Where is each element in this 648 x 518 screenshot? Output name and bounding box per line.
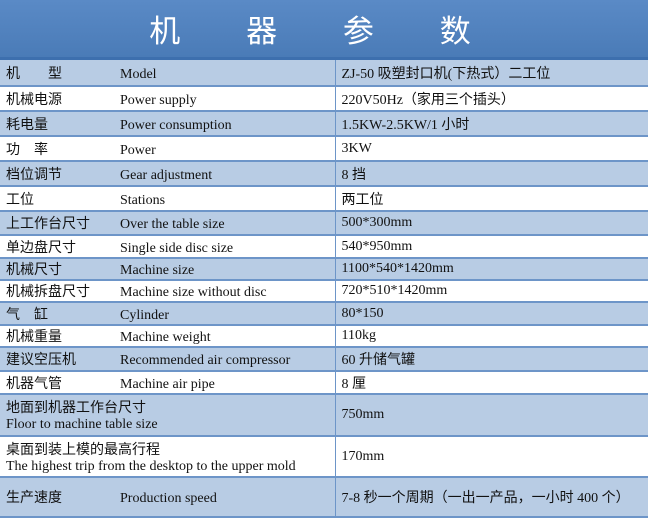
param-value: 750mm xyxy=(334,394,648,437)
param-label-cell: 工位 Stations xyxy=(0,186,335,212)
param-name-en: Power consumption xyxy=(120,117,232,133)
table-row: 工位 Stations 两工位 xyxy=(0,186,648,212)
param-name-cn: 地面到机器工作台尺寸 xyxy=(6,400,146,416)
param-name-en: Recommended air compressor xyxy=(120,353,291,368)
table-row: 机器气管 Machine air pipe 8 厘 xyxy=(0,371,648,395)
param-label-cell: 桌面到装上模的最高行程 The highest trip from the des… xyxy=(0,436,335,478)
param-value: 8 挡 xyxy=(334,161,648,187)
param-label-cell: 机械电源 Power supply xyxy=(0,86,335,112)
param-name-en: Machine weight xyxy=(120,330,211,345)
table-row: 桌面到装上模的最高行程 The highest trip from the des… xyxy=(0,436,648,478)
table-row: 上工作台尺寸 Over the table size 500*300mm xyxy=(0,211,648,236)
param-label-cell: 档位调节 Gear adjustment xyxy=(0,161,335,187)
param-name-cn: 机器气管 xyxy=(6,375,62,392)
param-label-cell: 机械重量 Machine weight xyxy=(0,325,335,348)
param-label-cell: 建议空压机 Recommended air compressor xyxy=(0,347,335,372)
param-label-cell: 单边盘尺寸 Single side disc size xyxy=(0,235,335,259)
param-name-en: Model xyxy=(120,66,157,82)
param-value: 1100*540*1420mm xyxy=(334,258,648,281)
param-label-cell: 机械尺寸 Machine size xyxy=(0,258,335,281)
param-value: 两工位 xyxy=(334,186,648,212)
param-name-cn: 档位调节 xyxy=(6,166,62,183)
param-name-cn: 单边盘尺寸 xyxy=(6,239,76,256)
param-label-cell: 气 缸 Cylinder xyxy=(0,302,335,326)
table-row: 功 率 Power 3KW xyxy=(0,136,648,162)
param-name-cn: 机械尺寸 xyxy=(6,262,62,278)
param-value: 8 厘 xyxy=(334,371,648,395)
param-name-en: Production speed xyxy=(120,491,217,506)
table-row: 机械重量 Machine weight 110kg xyxy=(0,325,648,348)
param-label-cell: 功 率 Power xyxy=(0,136,335,162)
param-name-cn: 工位 xyxy=(6,191,34,208)
param-name-cn: 建议空压机 xyxy=(6,352,76,368)
table-row: 生产速度 Production speed 7-8 秒一个周期（一出一产品，一小时 … xyxy=(0,477,648,518)
table-row: 机 型 Model ZJ-50 吸塑封口机(下热式）二工位 xyxy=(0,60,648,87)
param-name-en: Stations xyxy=(120,192,166,208)
param-name-cn: 上工作台尺寸 xyxy=(6,216,90,232)
param-label-cell: 机 型 Model xyxy=(0,60,335,87)
param-value: 720*510*1420mm xyxy=(334,280,648,303)
param-name-en: Power supply xyxy=(120,92,197,108)
table-row: 气 缸 Cylinder 80*150 xyxy=(0,302,648,326)
param-label-cell: 上工作台尺寸 Over the table size xyxy=(0,211,335,236)
param-name-cn: 机械拆盘尺寸 xyxy=(6,284,90,300)
param-name-cn: 机械电源 xyxy=(6,91,62,108)
param-value: 220V50Hz（家用三个插头） xyxy=(334,86,648,112)
param-value: 540*950mm xyxy=(334,235,648,259)
param-name-cn: 气 缸 xyxy=(6,306,48,323)
param-name-cn: 机械重量 xyxy=(6,329,62,345)
param-label-cell: 机械拆盘尺寸 Machine size without disc xyxy=(0,280,335,303)
table-row: 机械拆盘尺寸 Machine size without disc 720*510*1… xyxy=(0,280,648,303)
param-name-en: Floor to machine table size xyxy=(6,417,158,432)
param-label-cell: 生产速度 Production speed xyxy=(0,477,335,518)
param-name-cn: 功 率 xyxy=(6,141,48,158)
param-value: 110kg xyxy=(334,325,648,348)
table-row: 地面到机器工作台尺寸 Floor to machine table size 750… xyxy=(0,394,648,437)
param-name-en: Cylinder xyxy=(120,307,169,323)
param-name-en: Machine size xyxy=(120,263,195,278)
param-name-en: Power xyxy=(120,142,156,158)
table-row: 机械尺寸 Machine size 1100*540*1420mm xyxy=(0,258,648,281)
param-value: 7-8 秒一个周期（一出一产品，一小时 400 个） xyxy=(334,477,648,518)
param-value: 1.5KW-2.5KW/1 小时 xyxy=(334,111,648,137)
param-value: 80*150 xyxy=(334,302,648,326)
param-name-en: Single side disc size xyxy=(120,240,234,256)
param-name-cn: 桌面到装上模的最高行程 xyxy=(6,441,160,458)
param-value: 500*300mm xyxy=(334,211,648,236)
param-name-cn: 耗电量 xyxy=(6,116,48,133)
param-name-en: The highest trip from the desktop to the… xyxy=(6,458,296,474)
param-value: 170mm xyxy=(334,436,648,478)
page-title: 机 器 参 数 xyxy=(0,0,648,60)
table-row: 单边盘尺寸 Single side disc size 540*950mm xyxy=(0,235,648,259)
param-value: 60 升储气罐 xyxy=(334,347,648,372)
param-name-en: Machine air pipe xyxy=(120,376,215,392)
table-row: 建议空压机 Recommended air compressor 60 升储气罐 xyxy=(0,347,648,372)
param-label-cell: 地面到机器工作台尺寸 Floor to machine table size xyxy=(0,394,335,437)
param-name-en: Over the table size xyxy=(120,217,225,232)
param-label-cell: 机器气管 Machine air pipe xyxy=(0,371,335,395)
param-name-cn: 机 型 xyxy=(6,65,62,82)
param-name-en: Gear adjustment xyxy=(120,167,213,183)
param-name-en: Machine size without disc xyxy=(120,285,267,300)
param-label-cell: 耗电量 Power consumption xyxy=(0,111,335,137)
table-row: 机械电源 Power supply 220V50Hz（家用三个插头） xyxy=(0,86,648,112)
table-row: 档位调节 Gear adjustment 8 挡 xyxy=(0,161,648,187)
spec-table: 机 型 Model ZJ-50 吸塑封口机(下热式）二工位机械电源 Power sup… xyxy=(0,60,648,518)
param-value: ZJ-50 吸塑封口机(下热式）二工位 xyxy=(334,60,648,87)
param-value: 3KW xyxy=(334,136,648,162)
table-row: 耗电量 Power consumption 1.5KW-2.5KW/1 小时 xyxy=(0,111,648,137)
param-name-cn: 生产速度 xyxy=(6,490,62,506)
